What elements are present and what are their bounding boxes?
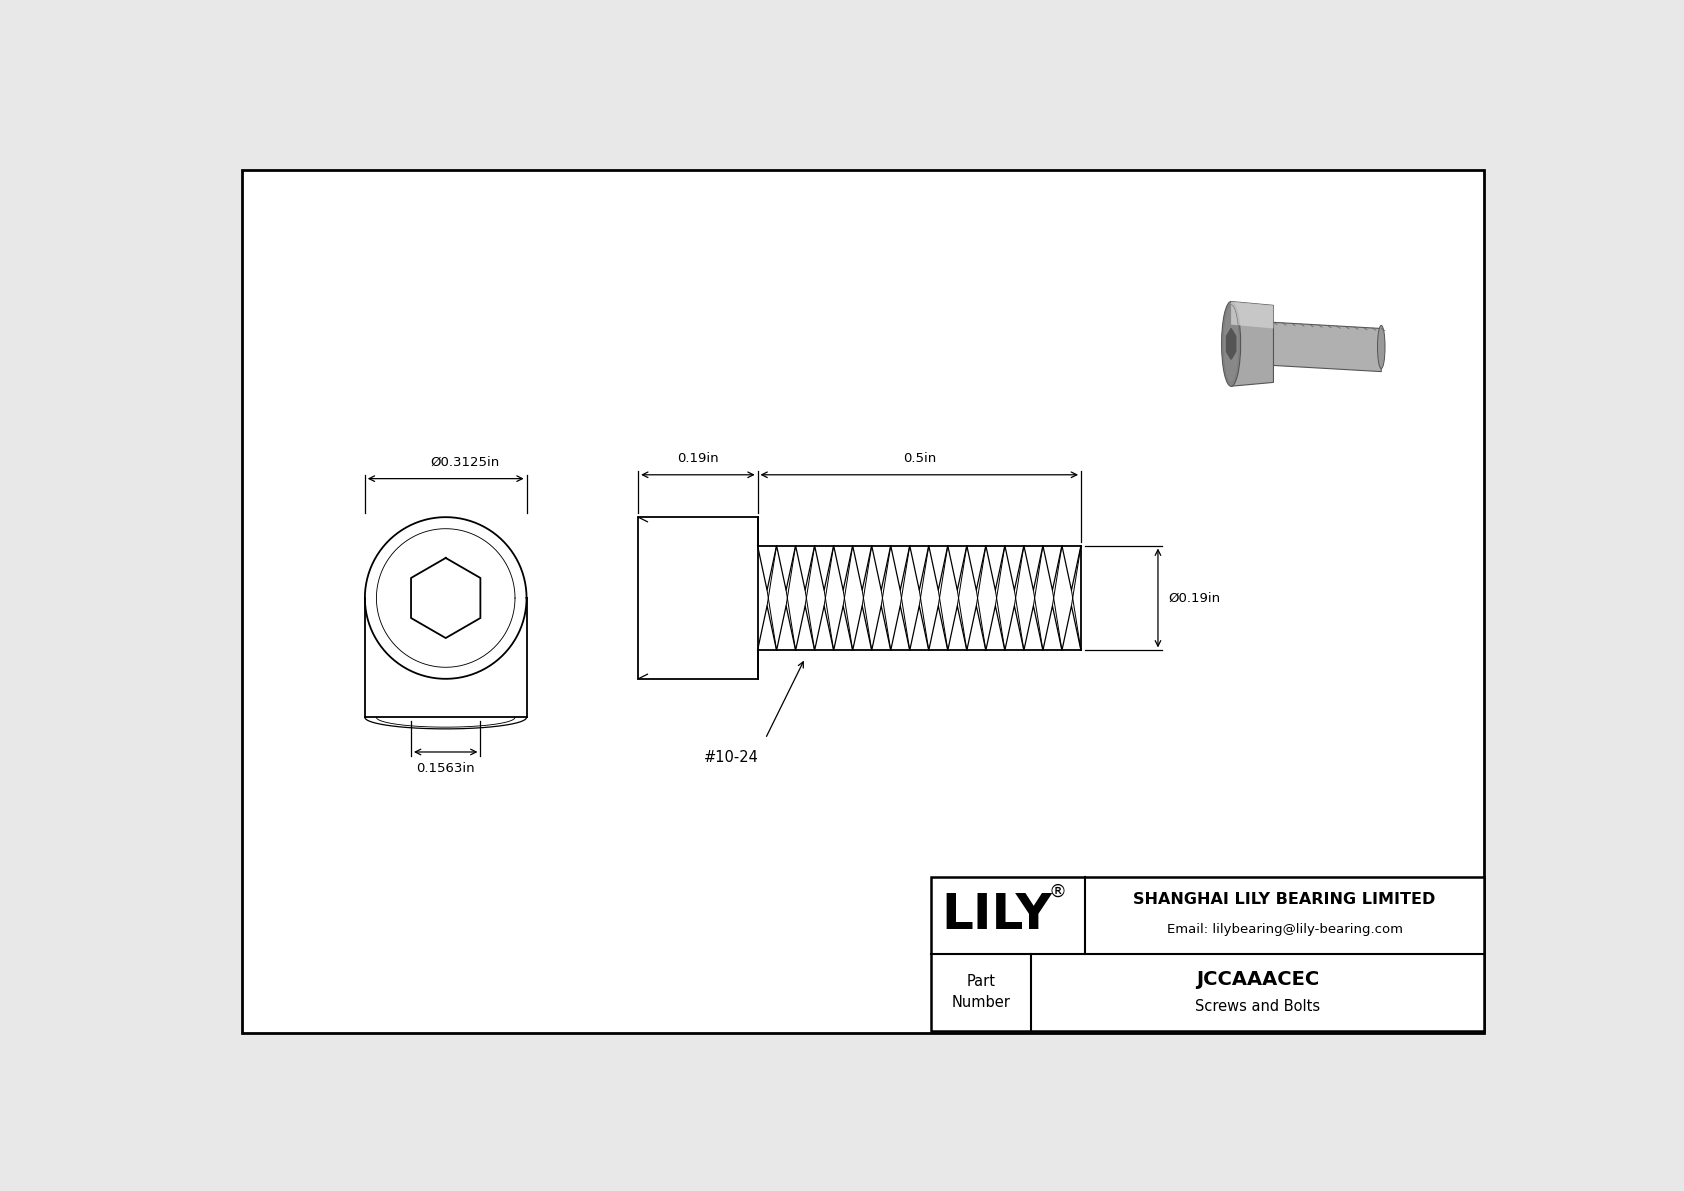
Polygon shape bbox=[1231, 301, 1273, 329]
Text: SHANGHAI LILY BEARING LIMITED: SHANGHAI LILY BEARING LIMITED bbox=[1133, 892, 1436, 908]
Ellipse shape bbox=[1221, 301, 1241, 386]
Ellipse shape bbox=[1378, 325, 1384, 368]
Text: 0.5in: 0.5in bbox=[903, 451, 936, 464]
Text: #10-24: #10-24 bbox=[704, 750, 758, 766]
Text: JCCAAACEC: JCCAAACEC bbox=[1196, 971, 1319, 990]
Polygon shape bbox=[1226, 329, 1236, 360]
Bar bbox=[931, 877, 1484, 1030]
Text: ®: ® bbox=[1049, 884, 1068, 902]
Polygon shape bbox=[1231, 301, 1273, 386]
Text: Screws and Bolts: Screws and Bolts bbox=[1196, 998, 1320, 1014]
Text: 0.1563in: 0.1563in bbox=[416, 762, 475, 775]
Text: Ø0.19in: Ø0.19in bbox=[1169, 592, 1221, 605]
Text: Ø0.3125in: Ø0.3125in bbox=[431, 456, 500, 468]
Text: Part
Number: Part Number bbox=[951, 974, 1010, 1010]
Text: Email: lilybearing@lily-bearing.com: Email: lilybearing@lily-bearing.com bbox=[1167, 923, 1403, 936]
Bar bbox=[638, 517, 758, 679]
Text: 0.19in: 0.19in bbox=[677, 451, 719, 464]
Polygon shape bbox=[1273, 323, 1381, 372]
Text: LILY: LILY bbox=[941, 891, 1051, 940]
